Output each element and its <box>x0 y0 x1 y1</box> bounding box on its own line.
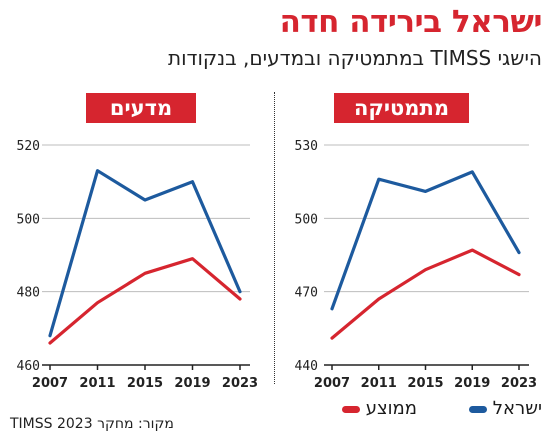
legend-label-average: ממוצע <box>365 398 417 419</box>
math-x-tick-label: 2015 <box>407 376 443 391</box>
math-series-line-israel <box>330 170 521 311</box>
footer: ישראל ממוצע מקור: מחקר TIMSS 2023 <box>0 395 550 435</box>
science-x-tick-label: 2007 <box>32 376 68 391</box>
math-x-tick-label: 2011 <box>361 376 397 391</box>
science-x-tick-label: 2019 <box>174 376 210 391</box>
math-x-tick-label: 2019 <box>454 376 490 391</box>
science-chart: 460 480 500 520 2007 2011 2015 2019 2023 <box>17 139 259 391</box>
science-y-tick-label: 480 <box>17 286 40 301</box>
science-x-tick-label: 2023 <box>222 376 258 391</box>
science-panel-title: מדעים <box>86 93 196 123</box>
science-y-tick-label: 500 <box>17 212 40 227</box>
panel-divider <box>274 92 275 384</box>
science-series-line-average <box>48 257 242 345</box>
science-y-tick-label: 460 <box>17 359 40 374</box>
legend-item-israel: ישראל <box>468 397 542 421</box>
math-y-tick-label: 440 <box>295 359 318 374</box>
science-x-tick-label: 2011 <box>79 376 115 391</box>
science-y-tick-label: 520 <box>17 139 40 154</box>
math-panel-title: מתמטיקה <box>334 93 469 123</box>
legend-label-israel: ישראל <box>492 398 542 419</box>
legend-swatch-average <box>341 405 360 413</box>
math-series-line-average <box>330 248 521 340</box>
math-y-tick-label: 470 <box>295 286 318 301</box>
legend-item-average: ממוצע <box>341 397 417 421</box>
math-y-tick-label: 500 <box>295 212 318 227</box>
math-x-tick-label: 2007 <box>314 376 350 391</box>
math-x-tick-label: 2023 <box>501 376 537 391</box>
chart-title: ישראל בירידה חדה <box>279 4 543 40</box>
chart-plot-area: 460 480 500 520 2007 2011 2015 2019 2023 440 470 50… <box>17 139 538 391</box>
math-y-tick-label: 530 <box>295 139 318 154</box>
science-series-line-israel <box>48 169 242 338</box>
math-chart: 440 470 500 530 2007 2011 2015 2019 2023 <box>295 139 538 391</box>
chart-subtitle: הישגי TIMSS במתמטיקה ובמדעים, בנקודות <box>167 46 542 70</box>
source-note: מקור: מחקר TIMSS 2023 <box>10 416 174 432</box>
legend-swatch-israel <box>468 405 487 413</box>
science-x-tick-label: 2015 <box>127 376 163 391</box>
